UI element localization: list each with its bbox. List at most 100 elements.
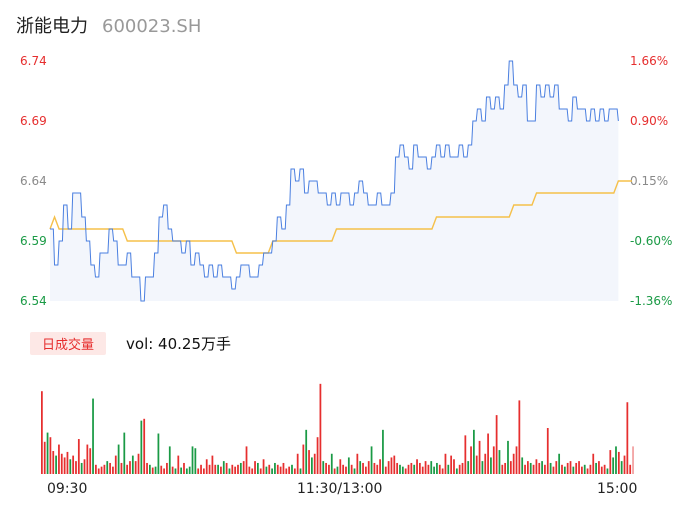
volume-bar xyxy=(112,466,114,474)
daily-volume-tab[interactable]: 日成交量 xyxy=(30,331,107,355)
volume-bar xyxy=(416,459,418,474)
volume-bar xyxy=(41,391,43,474)
volume-bar xyxy=(441,468,444,474)
volume-bar xyxy=(282,462,285,474)
volume-bar xyxy=(271,468,273,474)
price-chart xyxy=(49,60,632,302)
volume-bar xyxy=(146,462,148,474)
volume-bar xyxy=(396,462,399,474)
volume-bar xyxy=(433,466,435,474)
volume-bar xyxy=(563,466,566,474)
volume-bar xyxy=(49,437,52,474)
volume-bar xyxy=(552,466,555,474)
volume-bar xyxy=(478,440,481,474)
volume-bar xyxy=(168,446,171,474)
volume-bar xyxy=(353,468,356,474)
volume-bar xyxy=(200,464,202,474)
volume-bar xyxy=(501,464,504,474)
volume-bar xyxy=(586,468,589,474)
volume-bar xyxy=(495,415,498,474)
volume-bar xyxy=(268,464,271,474)
volume-bar xyxy=(620,461,623,474)
volume-bar xyxy=(265,466,268,474)
volume-bar xyxy=(598,461,600,474)
volume-bar xyxy=(521,457,524,474)
average-price-line xyxy=(49,180,632,254)
volume-bar xyxy=(413,464,416,474)
volume-bar xyxy=(157,433,160,474)
volume-bar xyxy=(328,464,330,474)
volume-bar xyxy=(177,455,180,474)
volume-bar xyxy=(393,455,396,474)
pct-tick: 0.15% xyxy=(630,174,669,188)
volume-bar xyxy=(455,468,458,474)
volume-bar xyxy=(464,435,467,474)
volume-bar xyxy=(211,455,214,474)
volume-bar xyxy=(293,468,296,474)
volume-bar xyxy=(541,461,543,474)
volume-bar xyxy=(291,464,293,474)
volume-bar xyxy=(558,453,561,474)
volume-bar xyxy=(217,464,219,474)
volume-bar xyxy=(481,461,484,474)
volume-bar xyxy=(203,468,205,474)
volume-bar xyxy=(345,466,347,474)
volume-bar xyxy=(285,468,288,474)
volume-bar xyxy=(561,464,563,474)
volume-bar xyxy=(89,448,92,474)
price-tick: 6.69 xyxy=(20,114,47,128)
volume-bar xyxy=(583,464,586,474)
volume-bar xyxy=(166,462,168,474)
volume-bar xyxy=(322,461,325,474)
volume-bar xyxy=(367,461,370,474)
volume-bar xyxy=(546,428,549,474)
volume-bar xyxy=(524,464,526,474)
volume-bar xyxy=(305,429,308,474)
volume-bar xyxy=(467,461,470,474)
volume-bar xyxy=(313,453,316,474)
volume-bar xyxy=(171,466,174,474)
volume-bar xyxy=(191,446,194,474)
volume-bar xyxy=(257,462,259,474)
time-label-mid: 11:30/13:00 xyxy=(297,481,383,497)
volume-bar xyxy=(447,464,450,474)
volume-bar xyxy=(529,462,532,474)
volume-bar xyxy=(75,461,77,474)
volume-bar xyxy=(63,457,66,474)
volume-bar xyxy=(404,468,407,474)
stock-name: 浙能电力 xyxy=(16,16,88,37)
volume-bar xyxy=(427,464,430,474)
volume-bar xyxy=(569,461,572,474)
pct-tick: -0.60% xyxy=(630,234,673,248)
volume-bar xyxy=(131,455,134,474)
volume-bar xyxy=(149,464,151,474)
volume-bar xyxy=(498,450,501,474)
volume-bar xyxy=(86,444,89,474)
volume-bar xyxy=(623,455,626,474)
volume-bar xyxy=(461,462,464,474)
volume-bar xyxy=(362,462,364,474)
volume-bar xyxy=(143,418,146,474)
volume-bar xyxy=(109,462,111,474)
volume-bar xyxy=(311,457,313,474)
volume-bar xyxy=(225,462,228,474)
volume-bar xyxy=(129,461,131,474)
price-tick: 6.59 xyxy=(20,234,47,248)
volume-bar xyxy=(262,459,265,474)
volume-bar xyxy=(609,450,612,474)
volume-bar xyxy=(356,453,359,474)
volume-bar xyxy=(407,464,410,474)
volume-bar xyxy=(592,453,595,474)
volume-bar xyxy=(370,446,373,474)
price-tick: 6.74 xyxy=(20,54,47,68)
volume-bar xyxy=(365,466,367,474)
volume-bar xyxy=(612,457,615,474)
volume-bar xyxy=(140,420,143,474)
volume-bar xyxy=(137,453,140,474)
volume-bar xyxy=(43,441,46,474)
volume-bar xyxy=(259,468,262,474)
volume-bar xyxy=(470,446,472,474)
volume-bar xyxy=(578,461,580,474)
volume-bar xyxy=(254,461,256,474)
